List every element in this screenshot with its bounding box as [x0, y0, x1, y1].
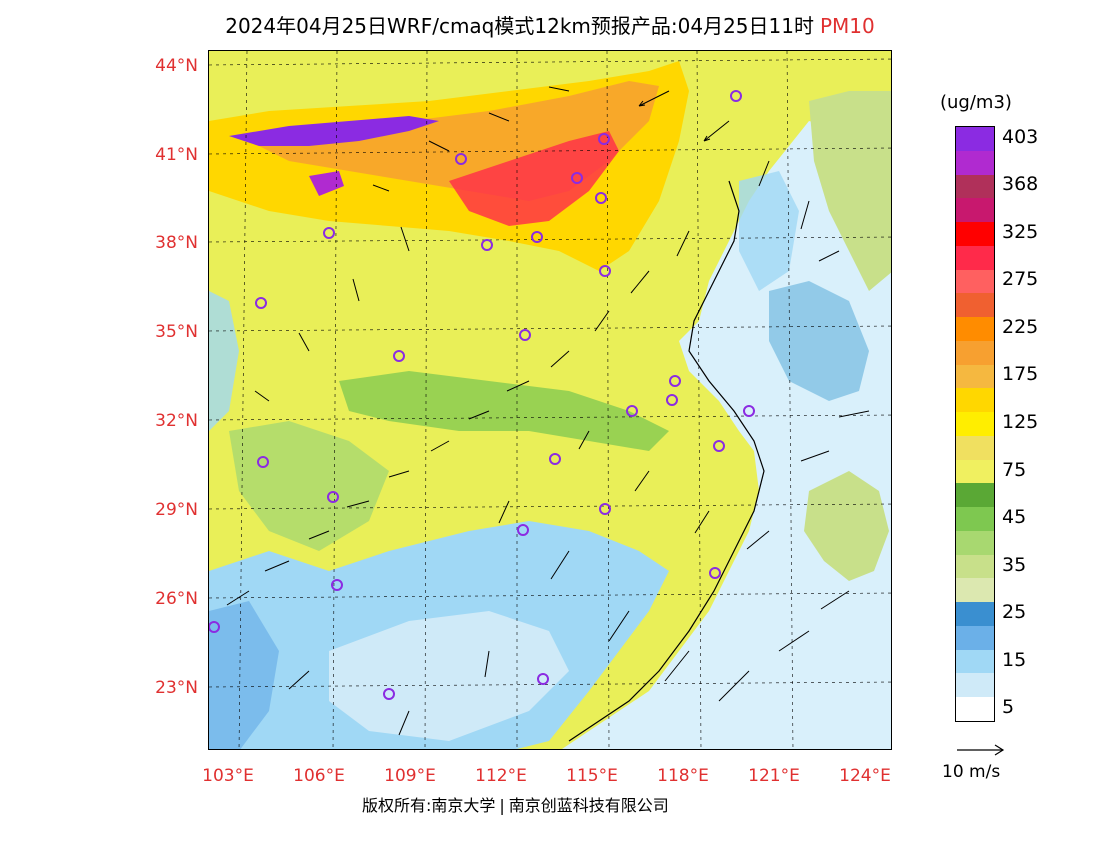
- colorbar-label: 75: [1002, 458, 1027, 481]
- map-title: 2024年04月25日WRF/cmaq模式12km预报产品:04月25日11时 P…: [0, 10, 1100, 39]
- graticule: [209, 51, 891, 749]
- lon-label-112: 112°E: [475, 766, 527, 786]
- colorbar-bin: [956, 507, 994, 532]
- colorbar-bin: [956, 198, 994, 223]
- copyright-company: 南京创蓝科技有限公司: [508, 796, 669, 815]
- lat-label-35: 35°N: [155, 322, 198, 342]
- lat-label-29: 29°N: [155, 500, 198, 520]
- green-band: [339, 371, 669, 451]
- colorbar-label: 5: [1002, 696, 1015, 719]
- title-main: 2024年04月25日WRF/cmaq模式12km预报产品:04月25日11时: [225, 14, 814, 38]
- low-region-southwest: [209, 601, 279, 749]
- pm10-map: [208, 50, 892, 750]
- coastline: [568, 180, 765, 742]
- lat-label-23: 23°N: [155, 678, 198, 698]
- colorbar-bin: [956, 602, 994, 627]
- colorbar-bin: [956, 127, 994, 152]
- copyright-separator: |: [499, 796, 505, 815]
- colorbar-bin: [956, 412, 994, 437]
- colorbar-label: 15: [1002, 648, 1027, 671]
- high-pm-core-purple: [229, 116, 439, 146]
- colorbar-bin: [956, 530, 994, 556]
- colorbar-label: 325: [1002, 220, 1039, 243]
- colorbar-label: 275: [1002, 268, 1039, 291]
- lat-label-32: 32°N: [155, 411, 198, 431]
- colorbar-bin: [956, 150, 994, 175]
- colorbar-bin: [956, 459, 994, 484]
- green-band-west: [229, 421, 389, 551]
- colorbar-bin: [956, 269, 994, 294]
- colorbar-bin: [956, 388, 994, 413]
- sea-patch-east: [769, 281, 869, 401]
- colorbar-bin: [956, 317, 994, 342]
- colorbar-label: 35: [1002, 553, 1027, 576]
- colorbar-bin: [956, 364, 994, 389]
- low-region-south-inner: [329, 611, 569, 741]
- lat-label-38: 38°N: [155, 233, 198, 253]
- colorbar-bin: [956, 222, 994, 247]
- low-region-west: [209, 291, 239, 431]
- copyright-prefix: 版权所有:南京大学: [362, 796, 496, 815]
- colorbar-label: 25: [1002, 601, 1027, 624]
- sea-patch-yellowsea: [739, 171, 799, 291]
- lon-label-121: 121°E: [748, 766, 800, 786]
- colorbar-bin: [956, 483, 994, 508]
- high-pm-core-purple-2: [309, 171, 344, 196]
- colorbar-bin: [956, 697, 994, 722]
- lon-label-124: 124°E: [839, 766, 891, 786]
- copyright: 版权所有:南京大学 | 南京创蓝科技有限公司: [362, 792, 669, 816]
- lon-label-103: 103°E: [202, 766, 254, 786]
- pollutant-label: PM10: [819, 14, 875, 38]
- colorbar-bin: [956, 625, 994, 651]
- colorbar-bin: [956, 245, 994, 271]
- colorbar-bin: [956, 649, 994, 674]
- lon-label-118: 118°E: [657, 766, 709, 786]
- lon-label-106: 106°E: [293, 766, 345, 786]
- colorbar-bin: [956, 578, 994, 603]
- lon-label-115: 115°E: [566, 766, 618, 786]
- map-canvas: [209, 51, 891, 749]
- colorbar-label: 225: [1002, 315, 1039, 338]
- colorbar-bin: [956, 174, 994, 199]
- colorbar-bin: [956, 340, 994, 366]
- high-pm-belt-red: [449, 131, 619, 226]
- wind-arrows: [226, 86, 870, 736]
- colorbar-bin: [956, 293, 994, 318]
- lat-label-26: 26°N: [155, 589, 198, 609]
- station-markers: [209, 90, 755, 700]
- colorbar-bin: [956, 554, 994, 579]
- colorbar-bin: [956, 435, 994, 461]
- colorbar-label: 45: [1002, 506, 1027, 529]
- colorbar-label: 175: [1002, 363, 1039, 386]
- colorbar-bin: [956, 673, 994, 698]
- colorbar-label: 403: [1002, 125, 1039, 148]
- lon-label-109: 109°E: [384, 766, 436, 786]
- colorbar-label: 368: [1002, 173, 1039, 196]
- lat-label-41: 41°N: [155, 145, 198, 165]
- wind-reference-label: 10 m/s: [942, 762, 1001, 782]
- colorbar: [955, 126, 995, 722]
- lat-label-44: 44°N: [155, 56, 198, 76]
- taiwan-island: [804, 471, 889, 581]
- legend-unit: (ug/m3): [940, 92, 1012, 113]
- colorbar-label: 125: [1002, 411, 1039, 433]
- korea-peninsula: [809, 91, 891, 291]
- wind-reference-arrow: [957, 744, 1005, 756]
